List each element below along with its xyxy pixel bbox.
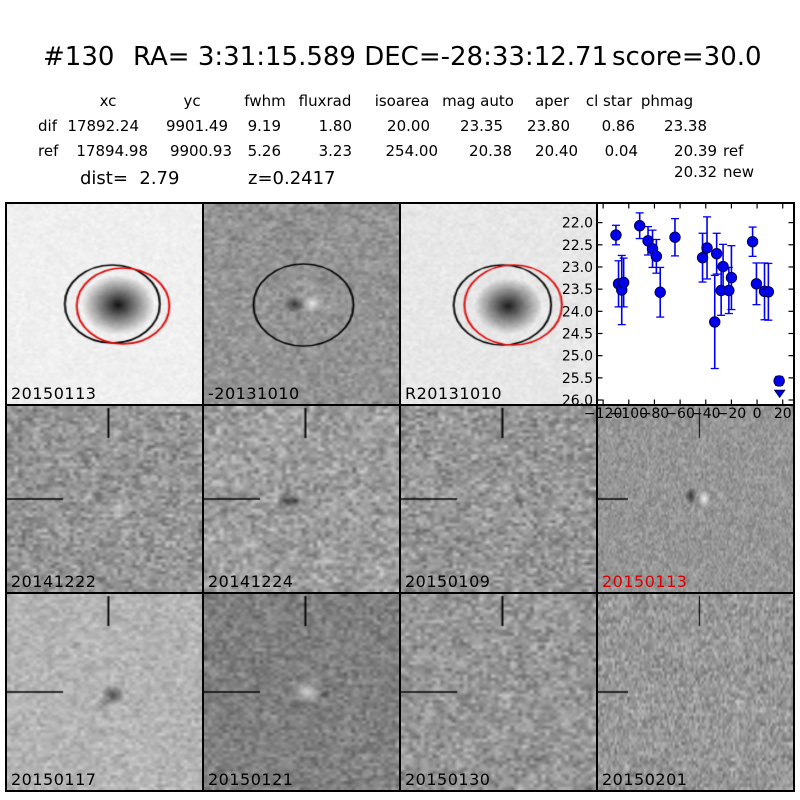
stamp-image-20150113 <box>598 406 793 592</box>
col-header-cl-star: cl star <box>585 92 633 110</box>
ref-cl-star: 0.04 <box>604 142 638 160</box>
svg-text:−40: −40 <box>691 406 721 422</box>
col-header-fluxrad: fluxrad <box>298 92 352 110</box>
stamp-label: 20150117 <box>11 770 97 789</box>
dif-mag-auto: 23.35 <box>460 117 503 135</box>
dif-yc: 9901.49 <box>165 117 228 135</box>
stamp-panel-20150117: 20150117 <box>7 594 202 790</box>
row-label-dif: dif <box>38 117 57 135</box>
svg-text:−20: −20 <box>717 406 747 422</box>
col-header-yc: yc <box>183 92 201 110</box>
dif-fwhm: 9.19 <box>247 117 281 135</box>
col-header-isoarea: isoarea <box>374 92 430 110</box>
svg-text:22.0: 22.0 <box>562 216 593 232</box>
dif-fluxrad: 1.80 <box>318 117 352 135</box>
ref-xc: 17894.98 <box>76 142 148 160</box>
stamp-panel-20150201: 20150201 <box>598 594 793 790</box>
stamp-grid: 20150113 -20131010 R20131010 −120 −100 −80… <box>5 202 795 792</box>
svg-text:24.5: 24.5 <box>562 326 593 342</box>
stamp-image-20150109 <box>401 406 596 592</box>
stamp-image-20150121 <box>204 594 399 790</box>
stamp-image-20141224 <box>204 406 399 592</box>
stamp-panel-diff-20131010: -20131010 <box>204 204 399 404</box>
svg-text:20: 20 <box>774 406 792 422</box>
ref-aper: 20.40 <box>535 142 578 160</box>
stamp-panel-20150109: 20150109 <box>401 406 596 592</box>
dist-value: dist= 2.79 <box>80 168 180 189</box>
row-label-ref: ref <box>38 142 59 160</box>
svg-text:−80: −80 <box>640 406 670 422</box>
col-header-mag-auto: mag auto <box>442 92 514 110</box>
ref-phmag-suffix: ref <box>723 142 744 160</box>
svg-text:23.5: 23.5 <box>562 282 593 298</box>
stamp-panel-20141222: 20141222 <box>7 406 202 592</box>
stamp-image-20150117 <box>7 594 202 790</box>
col-header-phmag: phmag <box>640 92 694 110</box>
stamp-label: 20150113 <box>11 384 97 403</box>
svg-text:−120: −120 <box>584 406 622 422</box>
stamp-label: 20150109 <box>405 572 491 591</box>
stamp-label: R20131010 <box>405 384 503 403</box>
stamp-panel-20150121: 20150121 <box>204 594 399 790</box>
stamp-image-20150130 <box>401 594 596 790</box>
stamp-label: 20150113 <box>602 572 688 591</box>
dif-isoarea: 20.00 <box>387 117 430 135</box>
svg-text:0: 0 <box>753 406 762 422</box>
stamp-image-diff-20131010 <box>204 204 399 404</box>
candidate-id: #130 <box>43 42 115 72</box>
stamp-label: -20131010 <box>208 384 300 403</box>
candidate-score: score=30.0 <box>612 42 762 72</box>
dif-xc: 17892.24 <box>67 117 139 135</box>
ref-yc: 9900.93 <box>169 142 232 160</box>
stamp-panel-20141224: 20141224 <box>204 406 399 592</box>
phmag-new-suffix: new <box>723 163 755 181</box>
col-header-aper: aper <box>534 92 570 110</box>
col-header-xc: xc <box>99 92 117 110</box>
dif-cl-star: 0.86 <box>601 117 635 135</box>
stamp-image-20150201 <box>598 594 793 790</box>
svg-text:−60: −60 <box>665 406 695 422</box>
lightcurve-plot: −120−100−80−60−40−20 0 20 22.0 22.5 23.0 23.5 2… <box>562 204 793 422</box>
stamp-image-ref-20131010 <box>401 204 596 404</box>
ref-fwhm: 5.26 <box>247 142 281 160</box>
stamp-label: 20141224 <box>208 572 294 591</box>
svg-text:25.5: 25.5 <box>562 371 593 387</box>
lightcurve-panel: −120 −100 −80 −60 −40 −20 0 20 22.0 22.5 23.0 23.5 2… <box>562 204 793 422</box>
stamp-label: 20150201 <box>602 770 688 789</box>
stamp-panel-20150130: 20150130 <box>401 594 596 790</box>
svg-text:24.0: 24.0 <box>562 304 593 320</box>
ref-fluxrad: 3.23 <box>318 142 352 160</box>
stamp-label: 20141222 <box>11 572 97 591</box>
phmag-new-value: 20.32 <box>674 163 717 181</box>
svg-text:26.0: 26.0 <box>562 393 593 409</box>
svg-text:25.0: 25.0 <box>562 349 593 365</box>
ref-phmag: 20.39 <box>674 142 717 160</box>
stamp-label: 20150130 <box>405 770 491 789</box>
dif-phmag: 23.38 <box>664 117 707 135</box>
svg-text:−100: −100 <box>610 406 648 422</box>
stamp-image-20141222 <box>7 406 202 592</box>
stamp-panel-ref-20131010: R20131010 <box>401 204 596 404</box>
svg-text:23.0: 23.0 <box>562 260 593 276</box>
stamp-image-new-20150113 <box>7 204 202 404</box>
svg-text:22.5: 22.5 <box>562 238 593 254</box>
ref-mag-auto: 20.38 <box>469 142 512 160</box>
redshift-value: z=0.2417 <box>248 168 336 189</box>
ref-isoarea: 254.00 <box>385 142 439 160</box>
stamp-label: 20150121 <box>208 770 294 789</box>
dif-aper: 23.80 <box>527 117 570 135</box>
stamp-panel-new-20150113: 20150113 <box>7 204 202 404</box>
col-header-fwhm: fwhm <box>244 92 286 110</box>
candidate-coords: RA= 3:31:15.589 DEC=-28:33:12.71 <box>133 42 609 72</box>
stamp-panel-20150113: 20150113 <box>598 406 793 592</box>
